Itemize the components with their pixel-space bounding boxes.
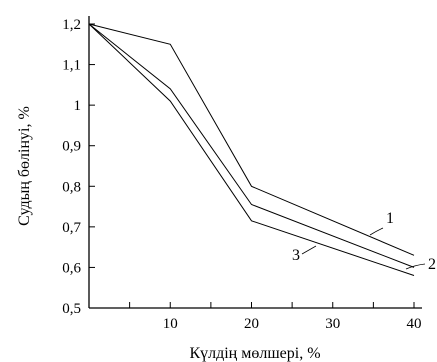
- y-tick-label: 0,8: [62, 179, 81, 195]
- series-line-3: [88, 23, 415, 276]
- y-tick-label: 0,6: [62, 260, 81, 276]
- x-tick-label: 20: [244, 316, 259, 332]
- x-tick-label: 40: [407, 316, 422, 332]
- series-line-1: [88, 23, 415, 256]
- y-tick-label: 1,2: [62, 17, 81, 33]
- x-axis-title: Күлдің мөлшері, %: [189, 345, 320, 362]
- series-label-leader: [405, 263, 426, 270]
- series-label-3: 3: [292, 247, 300, 264]
- x-tick-label: 30: [325, 316, 340, 332]
- y-axis-title: Судың бөлінуі, %: [16, 106, 33, 226]
- y-tick-label: 1: [74, 98, 82, 114]
- series-label-leader: [301, 245, 317, 255]
- y-tick-label: 0,7: [62, 220, 81, 236]
- x-tick-label: 10: [163, 316, 178, 332]
- ticks: 0,5 0,6 0,7 0,8 0,9 1 1,1 1,2 10 20 30 40: [62, 17, 421, 332]
- series-label-2: 2: [428, 256, 436, 273]
- axes: [88, 16, 422, 309]
- series-line-2: [88, 23, 415, 268]
- series-label-leader: [369, 227, 384, 236]
- y-tick-label: 0,9: [62, 139, 81, 155]
- y-tick-label: 0,5: [62, 301, 81, 317]
- y-tick-label: 1,1: [62, 58, 81, 74]
- series-group: 1 2 3: [88, 23, 436, 276]
- series-label-1: 1: [386, 210, 394, 227]
